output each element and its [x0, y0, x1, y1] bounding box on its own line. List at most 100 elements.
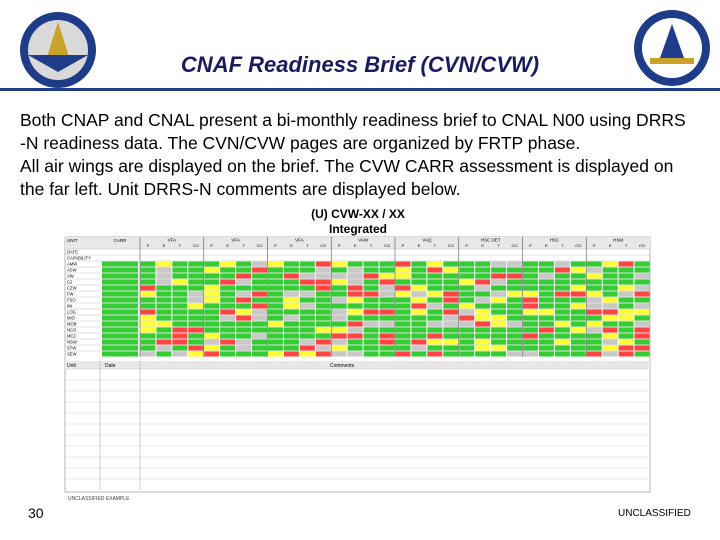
- status-cell: [252, 309, 267, 315]
- status-cell: [538, 279, 554, 285]
- status-cell: [299, 279, 315, 285]
- carr-cell: [102, 327, 138, 333]
- status-cell: [204, 291, 220, 297]
- logo-left: [20, 12, 96, 88]
- status-cell: [586, 339, 602, 345]
- status-cell: [363, 351, 379, 357]
- subheader: E: [163, 243, 166, 248]
- status-cell: [523, 321, 538, 327]
- status-cell: [331, 261, 347, 267]
- status-cell: [331, 345, 347, 351]
- carr-cell: [102, 297, 138, 303]
- status-cell: [586, 267, 602, 273]
- status-cell: [507, 303, 522, 309]
- status-cell: [443, 309, 459, 315]
- status-cell: [507, 333, 522, 339]
- status-cell: [411, 339, 427, 345]
- status-cell: [618, 351, 634, 357]
- carr-cell: [102, 339, 138, 345]
- status-cell: [459, 321, 475, 327]
- status-cell: [634, 291, 650, 297]
- status-cell: [507, 315, 522, 321]
- status-cell: [236, 345, 252, 351]
- row-label: AW: [67, 274, 74, 279]
- status-cell: [475, 333, 491, 339]
- status-cell: [443, 273, 459, 279]
- status-cell: [379, 327, 395, 333]
- row-label: INI: [67, 304, 72, 309]
- status-cell: [204, 321, 220, 327]
- status-cell: [172, 273, 188, 279]
- status-cell: [315, 315, 331, 321]
- status-cell: [554, 297, 570, 303]
- status-cell: [236, 351, 252, 357]
- status-cell: [570, 279, 586, 285]
- status-cell: [268, 261, 283, 267]
- status-cell: [618, 297, 634, 303]
- status-cell: [283, 327, 299, 333]
- status-cell: [395, 321, 411, 327]
- status-cell: [427, 345, 443, 351]
- status-cell: [570, 345, 586, 351]
- status-cell: [618, 285, 634, 291]
- status-cell: [475, 345, 491, 351]
- status-cell: [554, 261, 570, 267]
- status-cell: [411, 315, 427, 321]
- status-cell: [220, 261, 236, 267]
- status-cell: [220, 351, 236, 357]
- status-cell: [634, 351, 650, 357]
- status-cell: [411, 267, 427, 273]
- status-cell: [538, 273, 554, 279]
- subheader: T: [625, 243, 628, 248]
- status-cell: [586, 321, 602, 327]
- status-cell: [602, 339, 618, 345]
- status-cell: [331, 267, 347, 273]
- status-cell: [283, 267, 299, 273]
- status-cell: [268, 285, 283, 291]
- status-cell: [570, 285, 586, 291]
- status-cell: [443, 291, 459, 297]
- status-cell: [156, 279, 172, 285]
- status-cell: [268, 351, 283, 357]
- status-cell: [188, 315, 204, 321]
- status-cell: [634, 267, 650, 273]
- status-cell: [443, 285, 459, 291]
- status-cell: [283, 303, 299, 309]
- status-cell: [618, 327, 634, 333]
- status-cell: [156, 303, 172, 309]
- status-cell: [299, 321, 315, 327]
- status-cell: [236, 285, 252, 291]
- status-cell: [315, 345, 331, 351]
- status-cell: [363, 279, 379, 285]
- status-cell: [395, 303, 411, 309]
- subheader: E: [481, 243, 484, 248]
- status-cell: [602, 285, 618, 291]
- status-cell: [538, 261, 554, 267]
- header-bg: [65, 237, 650, 249]
- comments-header-bg: [65, 361, 650, 369]
- status-cell: [315, 267, 331, 273]
- status-cell: [491, 279, 507, 285]
- status-cell: [538, 303, 554, 309]
- status-cell: [411, 333, 427, 339]
- subheader: P: [465, 243, 468, 248]
- status-cell: [315, 261, 331, 267]
- row-label: NSW: [67, 340, 77, 345]
- status-cell: [538, 339, 554, 345]
- status-cell: [268, 339, 283, 345]
- status-cell: [236, 297, 252, 303]
- status-cell: [538, 345, 554, 351]
- group-label: VAW: [358, 238, 369, 243]
- status-cell: [395, 345, 411, 351]
- status-cell: [252, 321, 267, 327]
- status-cell: [538, 321, 554, 327]
- status-cell: [523, 303, 538, 309]
- status-cell: [331, 339, 347, 345]
- status-cell: [331, 309, 347, 315]
- status-cell: [491, 321, 507, 327]
- status-cell: [252, 351, 267, 357]
- status-cell: [252, 273, 267, 279]
- status-cell: [523, 333, 538, 339]
- table-classification: UNCLASSIFIED EXAMPLE: [68, 496, 130, 502]
- status-cell: [491, 351, 507, 357]
